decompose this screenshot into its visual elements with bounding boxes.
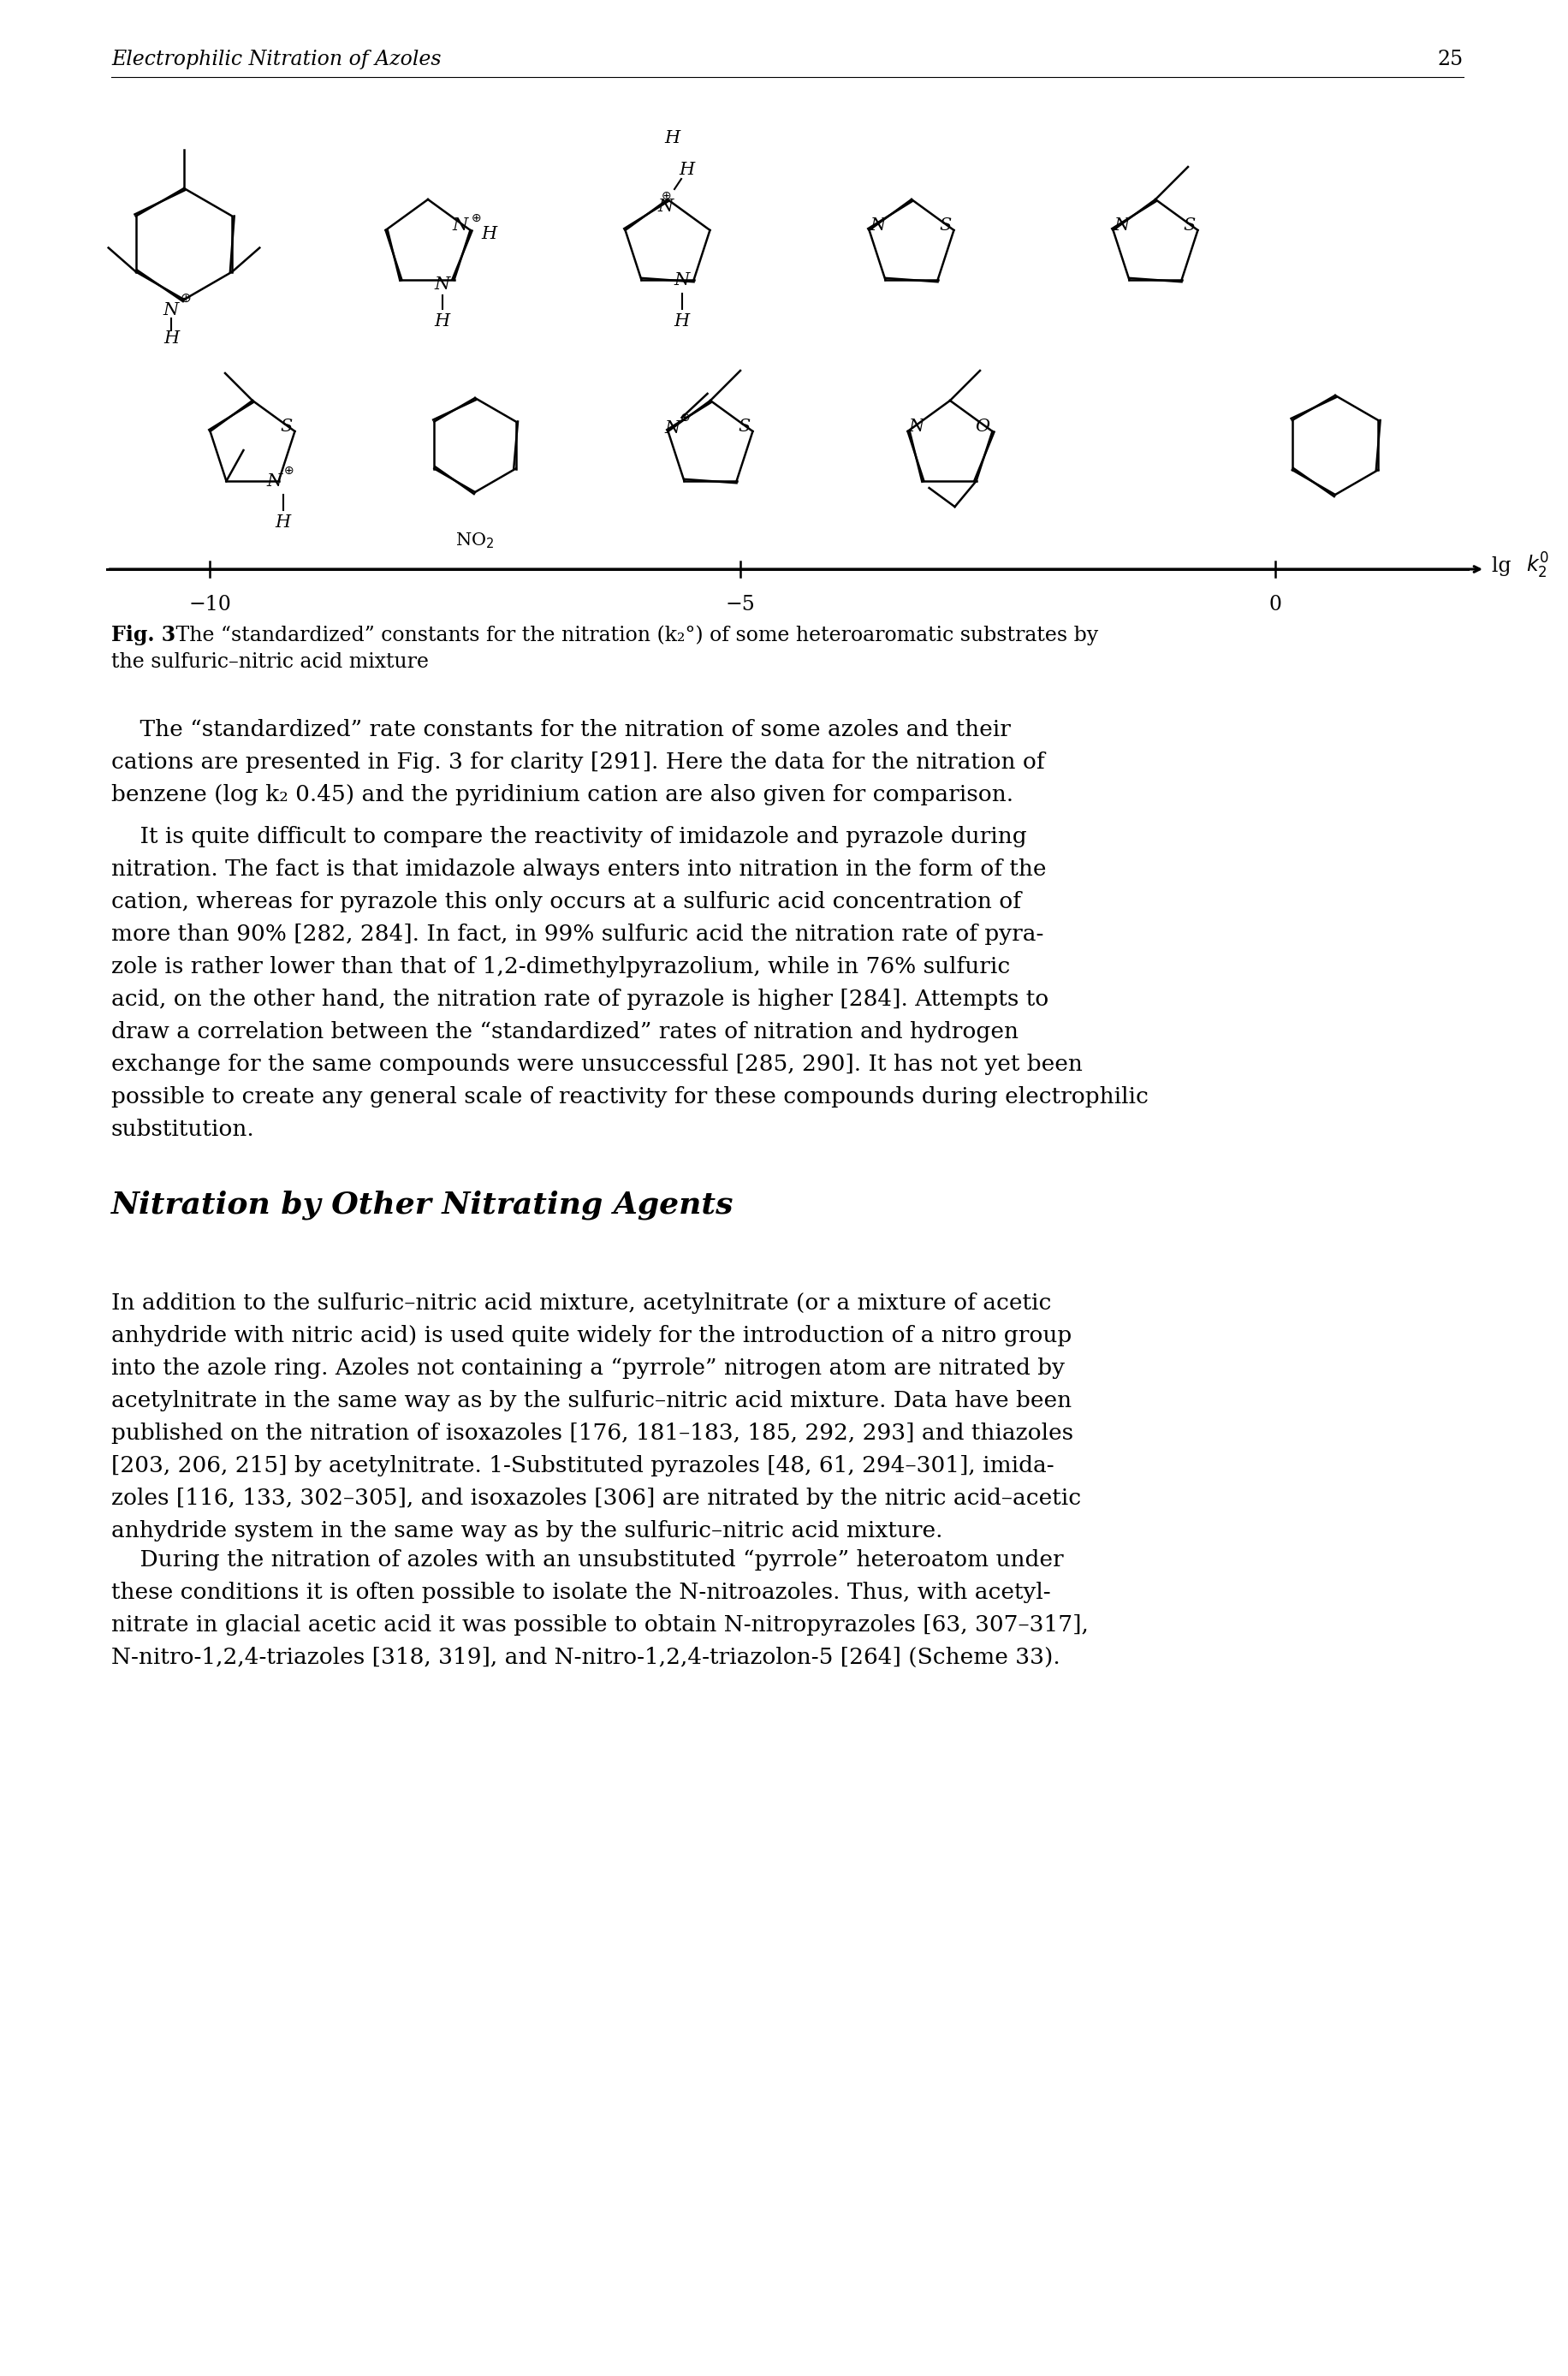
Text: more than 90% [282, 284]. In fact, in 99% sulfuric acid the nitration rate of py: more than 90% [282, 284]. In fact, in 99… <box>111 924 1043 946</box>
Text: H: H <box>663 131 679 145</box>
Text: the sulfuric–nitric acid mixture: the sulfuric–nitric acid mixture <box>111 651 428 672</box>
Text: It is quite difficult to compare the reactivity of imidazole and pyrazole during: It is quite difficult to compare the rea… <box>111 827 1027 848</box>
Text: N: N <box>657 197 673 214</box>
Text: H: H <box>434 314 450 330</box>
Text: substitution.: substitution. <box>111 1119 254 1140</box>
Text: Fig. 3: Fig. 3 <box>111 625 176 646</box>
Text: N: N <box>908 418 924 435</box>
Text: cation, whereas for pyrazole this only occurs at a sulfuric acid concentration o: cation, whereas for pyrazole this only o… <box>111 891 1021 912</box>
Text: exchange for the same compounds were unsuccessful [285, 290]. It has not yet bee: exchange for the same compounds were uns… <box>111 1053 1082 1074</box>
Text: zoles [116, 133, 302–305], and isoxazoles [306] are nitrated by the nitric acid–: zoles [116, 133, 302–305], and isoxazole… <box>111 1487 1080 1509</box>
Text: these conditions it is often possible to isolate the N-nitroazoles. Thus, with a: these conditions it is often possible to… <box>111 1582 1051 1604</box>
Text: H: H <box>274 513 290 530</box>
Text: anhydride system in the same way as by the sulfuric–nitric acid mixture.: anhydride system in the same way as by t… <box>111 1521 942 1542</box>
Text: S: S <box>737 418 750 435</box>
Text: Nitration by Other Nitrating Agents: Nitration by Other Nitrating Agents <box>111 1190 734 1219</box>
Text: published on the nitration of isoxazoles [176, 181–183, 185, 292, 293] and thiaz: published on the nitration of isoxazoles… <box>111 1423 1073 1445</box>
Text: cations are presented in Fig. 3 for clarity [291]. Here the data for the nitrati: cations are presented in Fig. 3 for clar… <box>111 751 1044 772</box>
Text: N-nitro-1,2,4-triazoles [318, 319], and N-nitro-1,2,4-triazolon-5 [264] (Scheme : N-nitro-1,2,4-triazoles [318, 319], and … <box>111 1647 1060 1668</box>
Text: N: N <box>665 421 681 437</box>
Text: 0: 0 <box>1269 594 1281 615</box>
Text: The “standardized” constants for the nitration (k₂°) of some heteroaromatic subs: The “standardized” constants for the nit… <box>169 625 1098 644</box>
Text: $\oplus$: $\oplus$ <box>679 411 690 423</box>
Text: N: N <box>434 276 450 292</box>
Text: $\oplus$: $\oplus$ <box>180 292 191 304</box>
Text: anhydride with nitric acid) is used quite widely for the introduction of a nitro: anhydride with nitric acid) is used quit… <box>111 1326 1071 1347</box>
Text: S: S <box>1182 219 1195 233</box>
Text: O: O <box>974 418 989 435</box>
Text: N: N <box>1113 219 1129 233</box>
Text: $\oplus$: $\oplus$ <box>470 211 481 223</box>
Text: H: H <box>679 162 695 178</box>
Text: −5: −5 <box>724 594 754 615</box>
Text: N: N <box>163 302 179 318</box>
Text: $\oplus$: $\oplus$ <box>284 466 295 478</box>
Text: into the azole ring. Azoles not containing a “pyrrole” nitrogen atom are nitrate: into the azole ring. Azoles not containi… <box>111 1357 1065 1378</box>
Text: S: S <box>939 219 950 233</box>
Text: NO$_2$: NO$_2$ <box>455 530 494 549</box>
Text: possible to create any general scale of reactivity for these compounds during el: possible to create any general scale of … <box>111 1086 1148 1107</box>
Text: acetylnitrate in the same way as by the sulfuric–nitric acid mixture. Data have : acetylnitrate in the same way as by the … <box>111 1390 1071 1411</box>
Text: N: N <box>870 219 884 233</box>
Text: N: N <box>452 219 467 233</box>
Text: The “standardized” rate constants for the nitration of some azoles and their: The “standardized” rate constants for th… <box>111 720 1010 741</box>
Text: $k_2^0$: $k_2^0$ <box>1526 551 1548 580</box>
Text: N: N <box>267 473 282 489</box>
Text: acid, on the other hand, the nitration rate of pyrazole is higher [284]. Attempt: acid, on the other hand, the nitration r… <box>111 988 1047 1010</box>
Text: nitration. The fact is that imidazole always enters into nitration in the form o: nitration. The fact is that imidazole al… <box>111 858 1046 879</box>
Text: During the nitration of azoles with an unsubstituted “pyrrole” heteroatom under: During the nitration of azoles with an u… <box>111 1549 1063 1571</box>
Text: 25: 25 <box>1436 50 1463 69</box>
Text: H: H <box>163 330 179 347</box>
Text: H: H <box>674 314 690 330</box>
Text: nitrate in glacial acetic acid it was possible to obtain N-nitropyrazoles [63, 3: nitrate in glacial acetic acid it was po… <box>111 1613 1088 1635</box>
Text: draw a correlation between the “standardized” rates of nitration and hydrogen: draw a correlation between the “standard… <box>111 1022 1018 1043</box>
Text: S: S <box>281 418 292 435</box>
Text: benzene (log k₂ 0.45) and the pyridinium cation are also given for comparison.: benzene (log k₂ 0.45) and the pyridinium… <box>111 784 1013 805</box>
Text: −10: −10 <box>188 594 230 615</box>
Text: lg: lg <box>1491 556 1516 575</box>
Text: [203, 206, 215] by acetylnitrate. 1-Substituted pyrazoles [48, 61, 294–301], imi: [203, 206, 215] by acetylnitrate. 1-Subs… <box>111 1454 1054 1475</box>
Text: $\oplus$: $\oplus$ <box>660 190 671 202</box>
Text: H: H <box>481 226 497 242</box>
Text: zole is rather lower than that of 1,2-dimethylpyrazolium, while in 76% sulfuric: zole is rather lower than that of 1,2-di… <box>111 955 1010 977</box>
Text: In addition to the sulfuric–nitric acid mixture, acetylnitrate (or a mixture of : In addition to the sulfuric–nitric acid … <box>111 1293 1051 1314</box>
Text: N: N <box>674 271 690 287</box>
Text: Electrophilic Nitration of Azoles: Electrophilic Nitration of Azoles <box>111 50 441 69</box>
